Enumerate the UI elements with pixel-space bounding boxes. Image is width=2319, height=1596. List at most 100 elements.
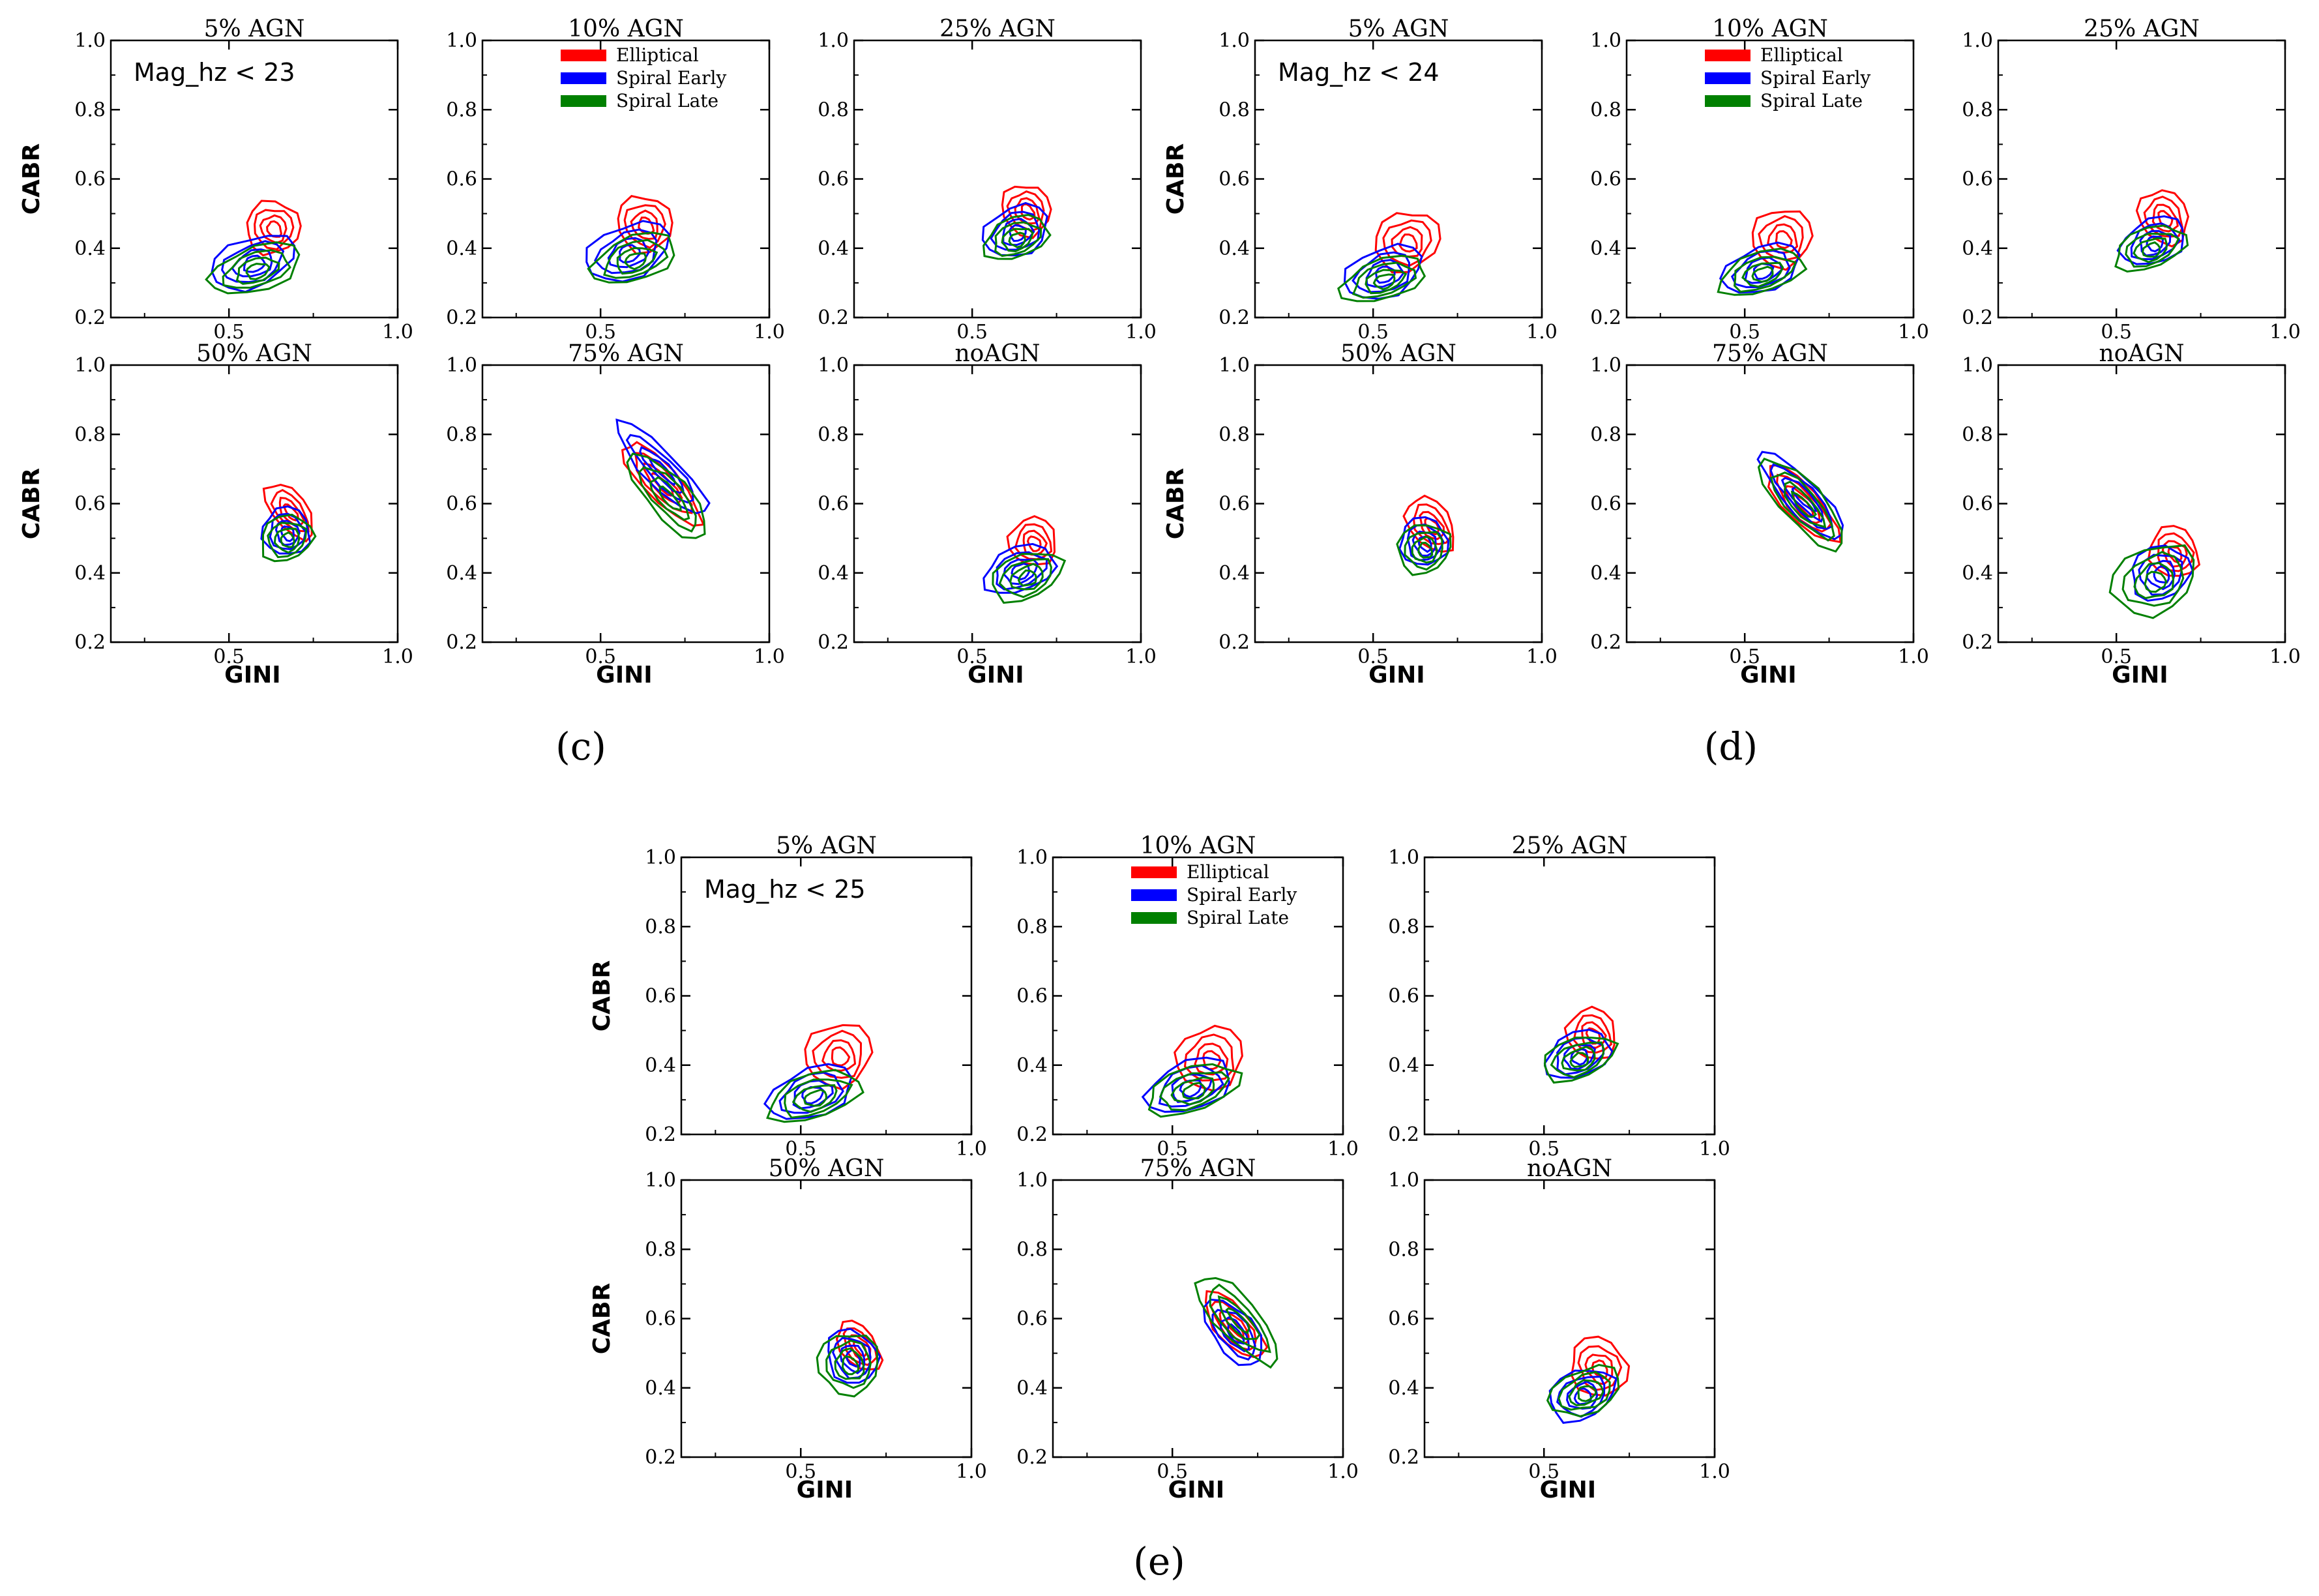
y-tick-label: 0.6 xyxy=(818,493,849,516)
contour-elliptical xyxy=(1026,535,1042,552)
contour-spiral-late xyxy=(803,1088,827,1107)
contour-spiral-late xyxy=(1568,1379,1604,1406)
contour-elliptical xyxy=(1581,1021,1607,1049)
y-tick-label: 0.6 xyxy=(1016,985,1048,1008)
y-tick-label: 0.6 xyxy=(645,985,676,1008)
y-axis-label: CABR xyxy=(18,468,45,539)
contour-spiral-late xyxy=(1009,563,1044,591)
panel-c-6: 0.2 0.4 0.6 0.8 1.0 0.5 1.0 noAGN GINI xyxy=(818,340,1157,688)
contour-group xyxy=(2114,189,2189,273)
y-tick-label: 0.8 xyxy=(645,915,676,938)
panel-title: noAGN xyxy=(954,340,1040,367)
y-tick-label: 1.0 xyxy=(74,354,106,377)
contour-spiral-late xyxy=(1546,1363,1620,1417)
panel-e-6: 0.2 0.4 0.6 0.8 1.0 0.5 1.0 noAGN GINI xyxy=(1388,1155,1730,1503)
panel-title: 25% AGN xyxy=(2084,16,2200,42)
contour-elliptical xyxy=(621,441,705,527)
group-label-d: (d) xyxy=(1704,724,1758,769)
y-tick-label: 0.6 xyxy=(1962,493,1993,516)
y-axis-label: CABR xyxy=(589,1283,615,1354)
y-tick-label: 1.0 xyxy=(1219,29,1250,52)
contour-spiral-late xyxy=(1372,273,1396,291)
x-tick-label: 0.5 xyxy=(956,645,988,668)
y-tick-label: 0.4 xyxy=(1016,1377,1048,1400)
panel-title: 50% AGN xyxy=(1340,340,1456,367)
legend-swatch-elliptical xyxy=(561,50,606,61)
legend-swatch-elliptical xyxy=(1131,866,1177,878)
contour-spiral-late xyxy=(1001,228,1034,253)
y-tick-label: 0.2 xyxy=(818,306,849,329)
x-tick-label: 1.0 xyxy=(382,645,413,668)
group-label-c: (c) xyxy=(555,724,606,769)
panel-title: 75% AGN xyxy=(1140,1155,1256,1182)
panel-d-6: 0.2 0.4 0.6 0.8 1.0 0.5 1.0 noAGN GINI xyxy=(1962,340,2301,688)
panel-title: 5% AGN xyxy=(776,833,877,859)
contour-spiral-late xyxy=(658,485,682,512)
contour-group xyxy=(1396,494,1455,576)
panel-e-2: 0.20.40.60.81.00.5 1.010% AGNEllipticalSp… xyxy=(1016,833,1359,1160)
contour-elliptical xyxy=(1783,485,1821,524)
y-tick-label: 0.6 xyxy=(1962,168,1993,191)
legend-label: Spiral Late xyxy=(1187,907,1289,928)
x-axis-label: GINI xyxy=(967,662,1024,688)
legend-label: Elliptical xyxy=(1187,861,1269,883)
panel-d-1: 0.2 0.4 0.6 0.8 1.0 0.5 1.0 5% AGN CABR Mag_hz < … xyxy=(1162,16,1558,344)
contour-spiral-early xyxy=(1219,1316,1250,1353)
x-tick-label: 1.0 xyxy=(754,645,785,668)
panel-c-5: 0.2 0.4 0.6 0.8 1.0 0.5 1.0 75% AGN GINI xyxy=(446,340,785,688)
y-tick-label: 0.8 xyxy=(446,423,477,446)
y-tick-label: 0.4 xyxy=(1962,562,1993,585)
contour-spiral-late xyxy=(280,531,295,548)
contour-spiral-late xyxy=(261,513,317,563)
x-axis-label: GINI xyxy=(1368,662,1425,688)
y-tick-label: 0.8 xyxy=(818,423,849,446)
x-axis-label: GINI xyxy=(1740,662,1796,688)
panel-c-4: 0.2 0.4 0.6 0.8 1.0 0.5 1.0 50% AGN CABR GINI xyxy=(18,340,413,688)
contour-elliptical xyxy=(1391,226,1423,258)
y-tick-label: 1.0 xyxy=(1016,846,1048,869)
y-tick-label: 0.4 xyxy=(1016,1054,1048,1077)
contour-spiral-late xyxy=(1717,247,1808,296)
y-tick-label: 0.6 xyxy=(1219,493,1250,516)
x-tick-label: 0.5 xyxy=(2101,645,2132,668)
x-tick-label: 1.0 xyxy=(1526,645,1558,668)
y-tick-label: 1.0 xyxy=(446,29,477,52)
x-tick-label: 1.0 xyxy=(382,321,413,344)
y-tick-label: 0.2 xyxy=(645,1123,676,1146)
magnitude-annotation: Mag_hz < 23 xyxy=(134,58,295,87)
contour-spiral-late xyxy=(825,1339,872,1389)
contour-spiral-early xyxy=(618,244,642,263)
legend-label: Spiral Late xyxy=(616,90,718,111)
contour-group xyxy=(981,185,1052,260)
contour-spiral-late xyxy=(1147,1063,1243,1118)
x-tick-label: 1.0 xyxy=(1125,321,1157,344)
contour-elliptical xyxy=(2161,540,2188,568)
contour-spiral-late xyxy=(1417,541,1434,559)
contour-spiral-late xyxy=(603,239,669,279)
y-tick-label: 0.4 xyxy=(446,562,477,585)
x-tick-label: 0.5 xyxy=(213,321,244,344)
contour-spiral-early xyxy=(981,201,1048,257)
x-tick-label: 0.5 xyxy=(585,645,616,668)
y-axis-label: CABR xyxy=(589,960,615,1031)
contour-spiral-early xyxy=(1769,463,1834,530)
contour-spiral-late xyxy=(587,231,675,284)
x-tick-label: 0.5 xyxy=(2101,321,2132,344)
contour-spiral-early xyxy=(2153,565,2170,584)
contour-group xyxy=(1337,212,1441,303)
contour-spiral-late xyxy=(1577,1385,1597,1402)
contour-spiral-early xyxy=(1563,1044,1597,1071)
contour-spiral-late xyxy=(267,522,308,559)
contour-elliptical xyxy=(1022,529,1048,556)
y-tick-label: 0.8 xyxy=(1388,915,1419,938)
y-tick-label: 0.8 xyxy=(645,1238,676,1261)
y-tick-label: 0.8 xyxy=(1219,98,1250,121)
contour-elliptical xyxy=(1767,223,1799,254)
contour-spiral-late xyxy=(1181,1082,1206,1100)
contour-spiral-early xyxy=(1003,558,1039,585)
y-tick-label: 0.8 xyxy=(818,98,849,121)
contour-spiral-late xyxy=(992,553,1067,604)
contour-group xyxy=(585,194,675,284)
x-tick-label: 1.0 xyxy=(1327,1460,1359,1483)
